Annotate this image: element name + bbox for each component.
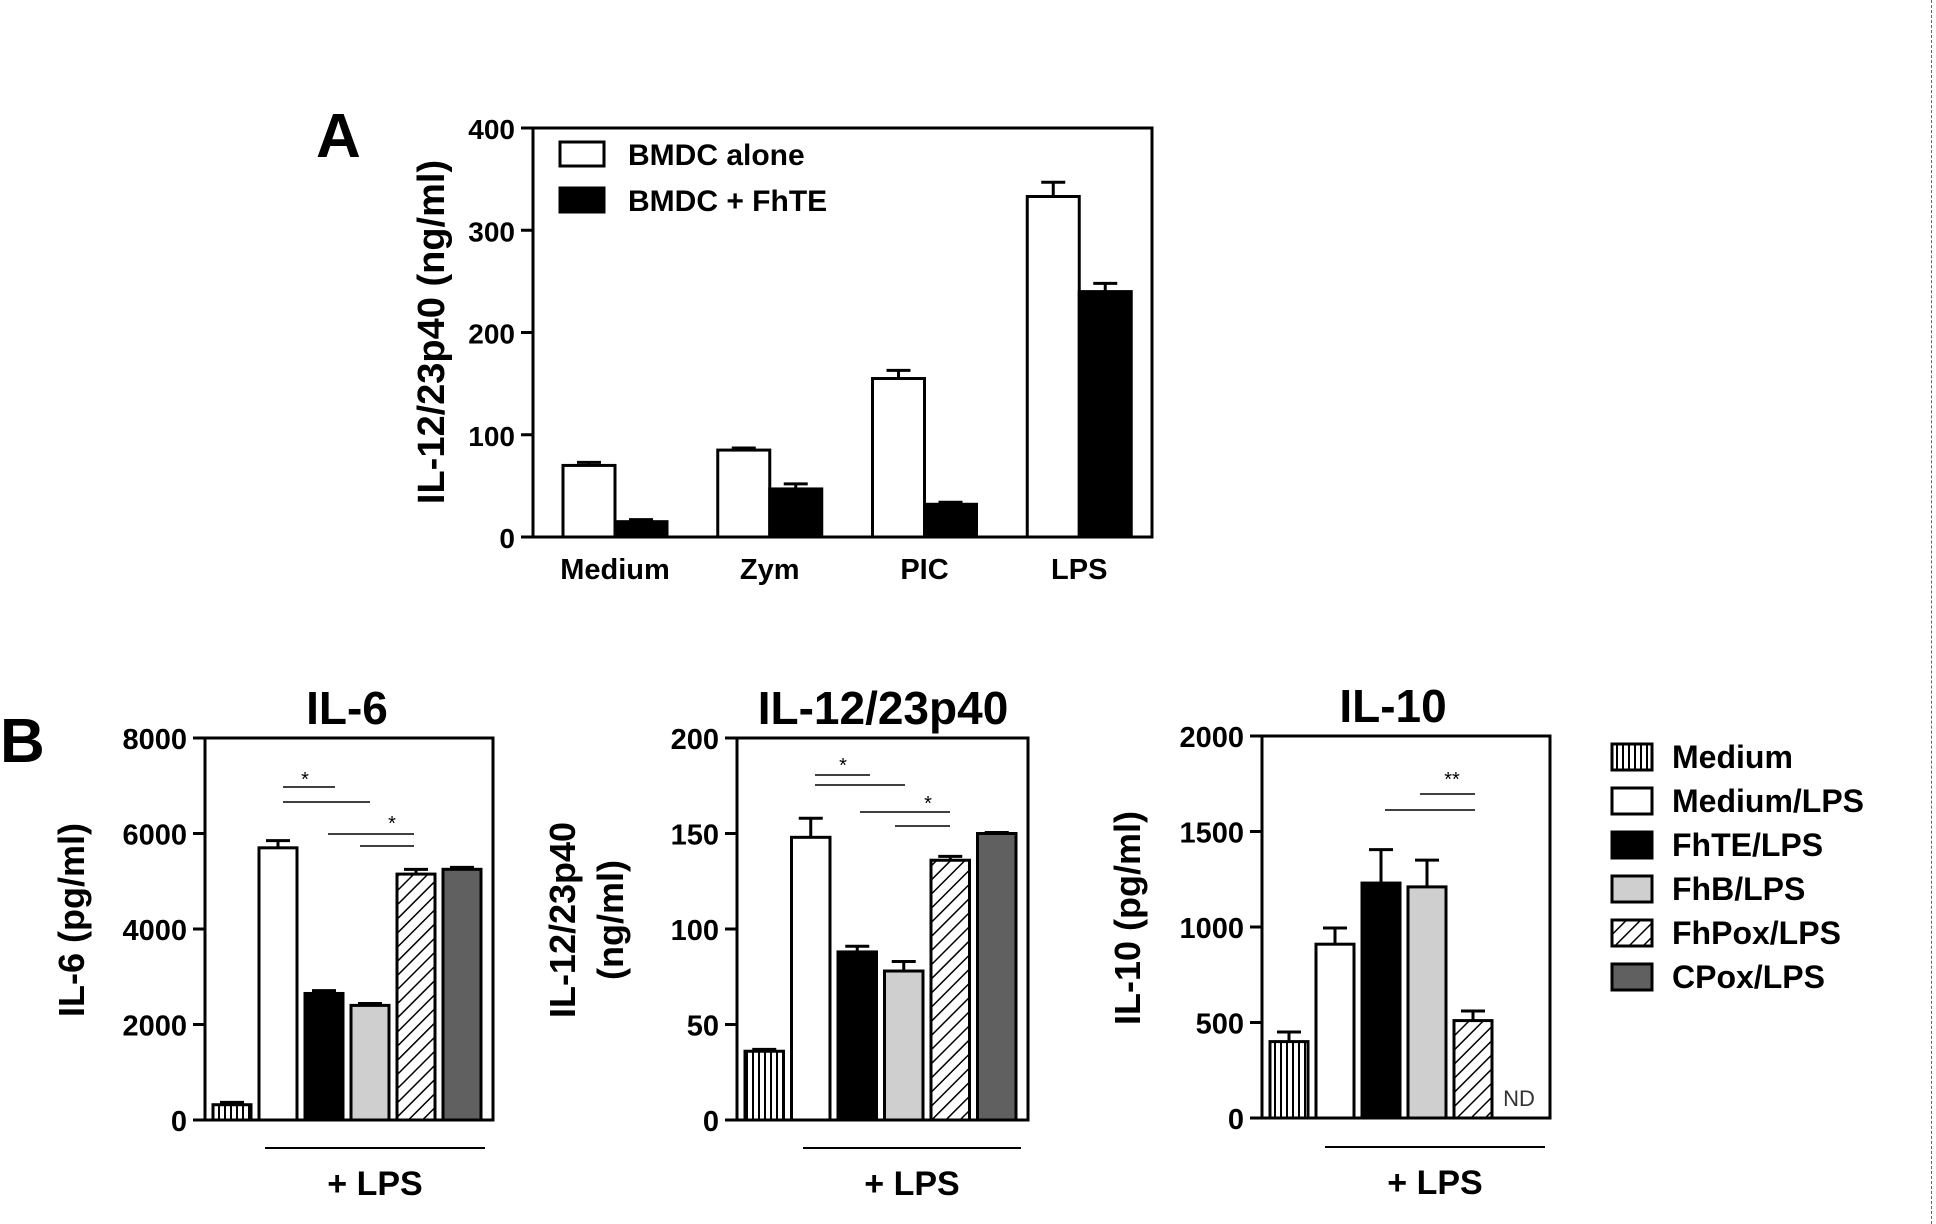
bar [1025, 195, 1081, 539]
bar [1314, 942, 1356, 1120]
y-tick-label: 150 [671, 820, 719, 852]
x-axis-label: + LPS [864, 1165, 959, 1203]
bar [743, 1049, 785, 1122]
x-tick-label: PIC [900, 554, 948, 586]
legend-label: Medium [1672, 739, 1793, 775]
bar [976, 832, 1018, 1122]
significance-mark: ** [1444, 769, 1460, 791]
significance-mark: * [924, 793, 932, 815]
y-tick-label: 300 [468, 216, 515, 247]
y-axis-label: (ng/ml) [590, 860, 631, 980]
y-tick-label: 400 [468, 114, 515, 145]
x-tick-label: Medium [560, 554, 670, 586]
y-tick-label: 2000 [122, 1011, 187, 1043]
bar [349, 1003, 391, 1122]
chart-il10: 0 500 1000 1500 2000 IL-10 IL-10 (pg/ml) + LPS *… [1107, 680, 1552, 1202]
bar [1268, 1040, 1310, 1120]
legend-label: BMDC + FhTE [628, 185, 827, 218]
y-tick-label: 0 [1228, 1104, 1244, 1136]
bar [871, 377, 926, 539]
x-axis-label: + LPS [1387, 1164, 1482, 1202]
y-tick-label: 2000 [1179, 722, 1244, 754]
y-tick-label: 6000 [122, 820, 187, 852]
legend-label: CPox/LPS [1672, 959, 1825, 995]
legend-swatch [1610, 830, 1654, 860]
bar [768, 487, 824, 539]
x-tick-label: Zym [740, 554, 800, 586]
chart-title: IL-10 [1339, 680, 1446, 732]
bar [613, 520, 669, 539]
legend-label: FhB/LPS [1672, 871, 1805, 907]
significance-mark: * [388, 813, 396, 835]
bar [1360, 881, 1402, 1120]
legend-label: Medium/LPS [1672, 783, 1864, 819]
y-tick-label: 1000 [1179, 913, 1244, 945]
y-tick-label: 4000 [122, 915, 187, 947]
legend-swatch [1610, 742, 1654, 772]
x-tick-label: LPS [1051, 554, 1107, 586]
legend-swatch [558, 140, 606, 168]
bar [716, 448, 772, 539]
panel-label-b: B [0, 707, 45, 776]
legend-swatch [1610, 874, 1654, 904]
bar [441, 867, 483, 1122]
page-border [1931, 0, 1932, 1224]
y-tick-label: 0 [499, 523, 515, 554]
legend-label: FhTE/LPS [1672, 827, 1823, 863]
y-tick-label: 0 [703, 1106, 719, 1138]
y-tick-label: 500 [1196, 1009, 1244, 1041]
chart-il6: 0 2000 4000 6000 8000 IL-6 IL-6 (pg/ml) + LPS * * [51, 682, 495, 1203]
legend-swatch [1610, 962, 1654, 992]
bar [1452, 1019, 1494, 1120]
y-tick-label: 0 [171, 1106, 187, 1138]
y-axis-label: IL-12/23p40 (ng/ml) [411, 160, 453, 504]
y-axis-label: IL-6 (pg/ml) [51, 823, 92, 1017]
y-tick-label: 200 [468, 319, 515, 350]
y-tick-label: 1500 [1179, 818, 1244, 850]
bar [883, 969, 925, 1122]
bar [395, 872, 437, 1122]
panel-label-a: A [316, 102, 361, 171]
significance-mark: * [839, 755, 847, 777]
bar [561, 463, 617, 539]
bar [929, 858, 971, 1122]
legend-swatch [558, 186, 606, 214]
legend-b: Medium Medium/LPS FhTE/LPS FhB/LPS FhPox/LPS… [1610, 739, 1864, 995]
bar [836, 950, 878, 1122]
chart-il12-grouped: 0 100 200 300 400 Medium Zym PIC LPS IL-12/23p40 … [411, 114, 1154, 586]
bar [1406, 885, 1448, 1120]
legend-label: FhPox/LPS [1672, 915, 1841, 951]
y-tick-label: 100 [671, 915, 719, 947]
y-axis-label: IL-12/23p40 [542, 822, 583, 1018]
y-tick-label: 100 [468, 421, 515, 452]
y-tick-label: 50 [687, 1011, 719, 1043]
y-axis-label: IL-10 (pg/ml) [1107, 811, 1148, 1025]
bar [790, 835, 832, 1122]
y-tick-label: 200 [671, 724, 719, 756]
bar [303, 991, 345, 1122]
legend-swatch [1610, 786, 1654, 816]
chart-title: IL-12/23p40 [758, 682, 1009, 734]
bar [211, 1103, 253, 1122]
nd-label: ND [1503, 1086, 1535, 1111]
legend-swatch [1610, 918, 1654, 948]
chart-title: IL-6 [306, 682, 388, 734]
significance-mark: * [301, 769, 309, 791]
bar [1077, 290, 1133, 539]
bar [257, 846, 299, 1122]
legend-label: BMDC alone [628, 139, 805, 172]
y-tick-label: 8000 [122, 724, 187, 756]
x-axis-label: + LPS [327, 1165, 422, 1203]
bar [923, 502, 978, 539]
